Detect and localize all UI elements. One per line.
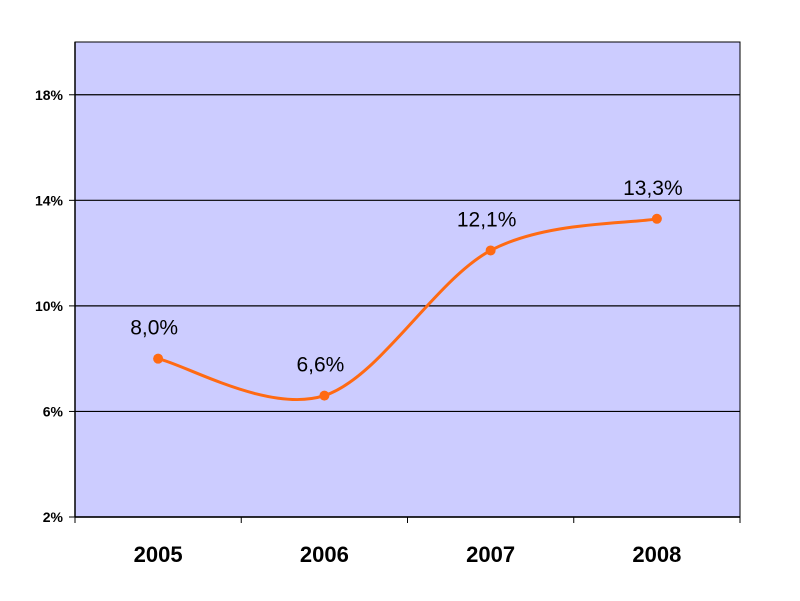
x-tick-label: 2006 bbox=[300, 542, 349, 567]
plot-area bbox=[74, 41, 741, 518]
y-tick-label: 2% bbox=[43, 509, 64, 525]
data-label: 8,0% bbox=[130, 317, 178, 340]
data-label: 12,1% bbox=[457, 208, 517, 231]
y-tick-label: 14% bbox=[35, 192, 64, 208]
data-point bbox=[651, 213, 662, 224]
y-tick-label: 6% bbox=[43, 403, 64, 419]
x-tick-label: 2008 bbox=[632, 542, 681, 567]
y-tick-label: 18% bbox=[35, 87, 64, 103]
x-tick-label: 2005 bbox=[134, 542, 183, 567]
x-axis-ticks: 2005 2006 2007 2008 bbox=[74, 517, 741, 567]
series-line bbox=[157, 217, 658, 402]
data-point bbox=[319, 390, 330, 401]
data-label: 13,3% bbox=[623, 177, 683, 200]
y-tick-label: 10% bbox=[35, 298, 64, 314]
data-points bbox=[153, 213, 662, 401]
x-tick-label: 2007 bbox=[466, 542, 515, 567]
y-axis-ticks: 2% 6% 10% 14% 18% bbox=[35, 87, 75, 525]
data-label: 6,6% bbox=[296, 354, 344, 377]
data-labels: 8,0% 6,6% 12,1% 13,3% bbox=[130, 177, 682, 377]
data-point bbox=[485, 245, 496, 256]
data-point bbox=[153, 353, 164, 364]
